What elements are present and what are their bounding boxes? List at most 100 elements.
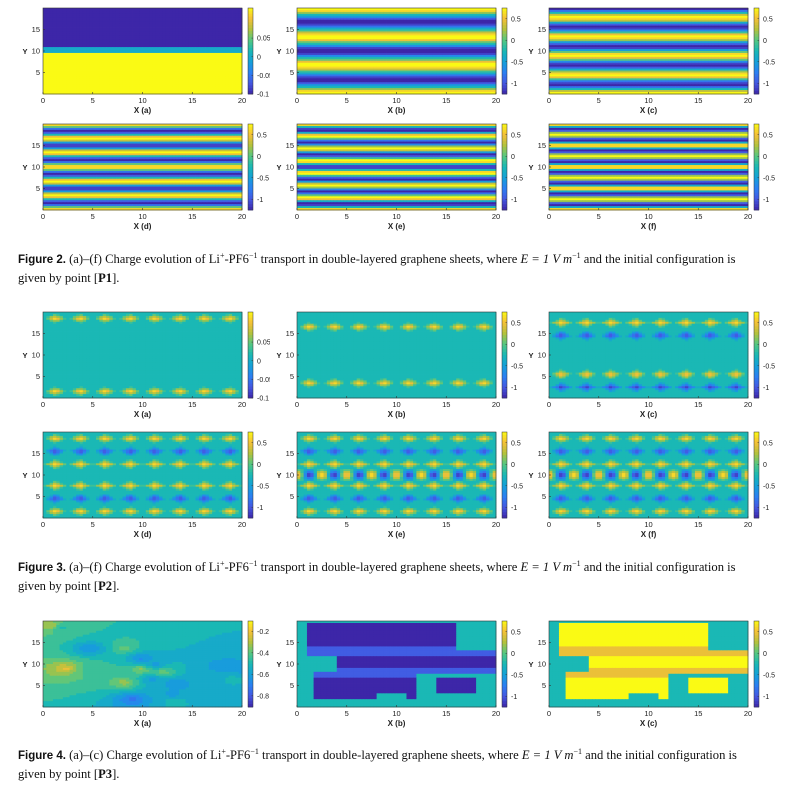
fig3-panel-3: 0 5 10 15 20 5 10 15 Y X (d) 0.5 0 -0.5 -1 bbox=[22, 431, 269, 539]
y-tick-label: 15 bbox=[32, 141, 40, 150]
x-tick-label: 5 bbox=[91, 709, 95, 718]
x-tick-label: 15 bbox=[442, 520, 450, 529]
x-tick-label: 20 bbox=[744, 96, 752, 105]
y-tick-label: 5 bbox=[290, 372, 294, 381]
x-tick-label: 5 bbox=[91, 96, 95, 105]
x-tick-label: 15 bbox=[694, 400, 702, 409]
caption-label: Figure 3. bbox=[18, 562, 66, 574]
y-tick-label: 10 bbox=[286, 47, 294, 56]
caption-text: -PF6 bbox=[224, 252, 249, 266]
fig4-panel-0: 0 5 10 15 20 5 10 15 Y X (a) -0.2 -0.4 -0.6 -0.8 bbox=[22, 620, 269, 728]
x-tick-label: 20 bbox=[238, 400, 246, 409]
x-tick-label: 20 bbox=[744, 212, 752, 221]
colorbar: 0.5 0 -0.5 -1 bbox=[753, 431, 775, 519]
x-tick-label: 5 bbox=[345, 400, 349, 409]
fig4-caption: Figure 4. (a)–(c) Charge evolution of Li… bbox=[18, 746, 758, 783]
x-tick-label: 10 bbox=[392, 520, 400, 529]
caption-point: P3 bbox=[98, 767, 112, 781]
colorbar-tick-label: 0.5 bbox=[763, 440, 773, 447]
y-axis-label: Y bbox=[528, 163, 533, 172]
caption-equation: E = 1 V m bbox=[520, 252, 572, 266]
x-axis-label: X (a) bbox=[134, 410, 152, 419]
x-axis-label: X (d) bbox=[134, 222, 152, 231]
colorbar: 0.5 0 -0.5 -1 bbox=[753, 7, 775, 95]
x-tick-label: 15 bbox=[442, 212, 450, 221]
x-tick-label: 20 bbox=[238, 520, 246, 529]
caption-text: -PF6 bbox=[224, 560, 249, 574]
y-tick-label: 5 bbox=[36, 372, 40, 381]
x-tick-label: 5 bbox=[597, 212, 601, 221]
x-tick-label: 10 bbox=[392, 212, 400, 221]
colorbar: 0.5 0 -0.5 -1 bbox=[753, 311, 775, 399]
y-axis-label: Y bbox=[276, 163, 281, 172]
y-axis-label: Y bbox=[22, 351, 27, 360]
fig2-panel-2: 0 5 10 15 20 5 10 15 Y X (c) 0.5 0 -0.5 -1 bbox=[528, 7, 775, 115]
colorbar-tick-label: 0.5 bbox=[257, 440, 267, 447]
colorbar-tick-label: -1 bbox=[763, 385, 769, 392]
y-tick-label: 15 bbox=[32, 449, 40, 458]
caption-sup: + bbox=[221, 747, 226, 756]
x-tick-label: 0 bbox=[547, 96, 551, 105]
x-axis-label: X (b) bbox=[388, 719, 406, 728]
contour-field bbox=[43, 432, 243, 519]
x-tick-label: 10 bbox=[138, 709, 146, 718]
colorbar: 0.5 0 -0.5 -1 bbox=[501, 311, 523, 399]
y-tick-label: 15 bbox=[32, 25, 40, 34]
fig4-panel-1: 0 5 10 15 20 5 10 15 Y X (b) 0.5 0 -0.5 -1 bbox=[276, 620, 523, 728]
caption-sup: −1 bbox=[573, 747, 582, 756]
caption-equation: E = 1 V m bbox=[520, 560, 572, 574]
y-tick-label: 15 bbox=[286, 141, 294, 150]
colorbar-tick-label: -1 bbox=[763, 197, 769, 204]
x-tick-label: 0 bbox=[295, 520, 299, 529]
colorbar-tick-label: 0 bbox=[511, 342, 515, 349]
y-tick-label: 10 bbox=[32, 351, 40, 360]
colorbar-tick-label: -1 bbox=[511, 694, 517, 701]
colorbar-tick-label: 0 bbox=[763, 651, 767, 658]
colorbar-tick-label: 0.5 bbox=[511, 320, 521, 327]
caption-text: and the initial configuration is given b… bbox=[18, 748, 737, 781]
contour-field bbox=[549, 124, 749, 211]
colorbar-tick-label: -0.5 bbox=[511, 363, 523, 370]
y-tick-label: 5 bbox=[542, 68, 546, 77]
colorbar-tick-label: -0.05 bbox=[257, 73, 270, 80]
colorbar-tick-label: 0 bbox=[511, 38, 515, 45]
y-tick-label: 5 bbox=[290, 492, 294, 501]
x-tick-label: 20 bbox=[238, 212, 246, 221]
y-tick-label: 5 bbox=[36, 68, 40, 77]
y-tick-label: 5 bbox=[542, 492, 546, 501]
contour-field bbox=[43, 124, 243, 211]
caption-label: Figure 2. bbox=[18, 254, 66, 266]
x-axis-label: X (c) bbox=[640, 410, 658, 419]
y-tick-label: 10 bbox=[32, 660, 40, 669]
colorbar-tick-label: -0.5 bbox=[257, 483, 269, 490]
fig2-panel-4: 0 5 10 15 20 5 10 15 Y X (e) 0.5 0 -0.5 -1 bbox=[276, 123, 523, 231]
y-axis-label: Y bbox=[22, 471, 27, 480]
colorbar-tick-label: -0.5 bbox=[511, 483, 523, 490]
y-axis-label: Y bbox=[528, 471, 533, 480]
x-axis-label: X (c) bbox=[640, 106, 658, 115]
x-axis-label: X (f) bbox=[641, 222, 657, 231]
x-tick-label: 10 bbox=[138, 520, 146, 529]
colorbar-tick-label: -0.5 bbox=[763, 59, 775, 66]
colorbar-tick-label: -0.5 bbox=[511, 59, 523, 66]
x-tick-label: 10 bbox=[644, 400, 652, 409]
y-tick-label: 15 bbox=[286, 449, 294, 458]
contour-field bbox=[43, 312, 243, 399]
colorbar-tick-label: 0.5 bbox=[511, 629, 521, 636]
colorbar-tick-label: -0.1 bbox=[257, 92, 269, 99]
x-tick-label: 5 bbox=[597, 709, 601, 718]
contour-field bbox=[549, 312, 749, 399]
fig2-panel-0: 0 5 10 15 20 5 10 15 Y X (a) 0.05 0 -0.05 -0.1 bbox=[22, 7, 270, 115]
y-axis-label: Y bbox=[22, 163, 27, 172]
colorbar-tick-label: 0.05 bbox=[257, 340, 270, 347]
x-tick-label: 20 bbox=[492, 96, 500, 105]
colorbar-tick-label: -0.2 bbox=[257, 629, 269, 636]
x-tick-label: 0 bbox=[547, 520, 551, 529]
x-tick-label: 20 bbox=[744, 520, 752, 529]
x-axis-label: X (d) bbox=[134, 530, 152, 539]
fig3-panel-1: 0 5 10 15 20 5 10 15 Y X (b) 0.5 0 -0.5 -1 bbox=[276, 311, 523, 419]
y-tick-label: 15 bbox=[538, 449, 546, 458]
y-tick-label: 5 bbox=[290, 68, 294, 77]
x-axis-label: X (a) bbox=[134, 106, 152, 115]
x-axis-label: X (e) bbox=[388, 530, 406, 539]
